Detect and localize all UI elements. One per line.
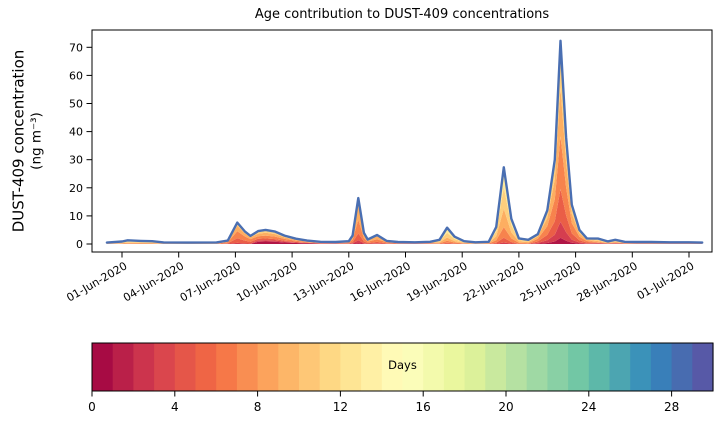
y-tick-label: 40 <box>69 126 83 139</box>
x-tick-label: 04-Jun-2020 <box>121 259 186 304</box>
plot-area-border <box>91 29 713 253</box>
colorbar-segment <box>92 343 114 391</box>
colorbar-segment <box>133 343 155 391</box>
x-tick-label: 01-Jun-2020 <box>64 259 129 304</box>
colorbar-segment <box>381 343 404 391</box>
stack-layer-3 <box>106 136 703 244</box>
y-axis-label-units: (ng m⁻³) <box>28 112 45 170</box>
y-tick-label: 50 <box>69 98 83 111</box>
colorbar-days-label: Days <box>388 358 417 372</box>
colorbar-tick-label: 8 <box>254 400 262 414</box>
colorbar-segment <box>257 343 279 391</box>
x-tick-label: 22-Jun-2020 <box>461 259 526 304</box>
colorbar-segment <box>402 343 424 391</box>
colorbar-segment <box>112 343 134 391</box>
colorbar-segment <box>154 343 176 391</box>
colorbar-segment <box>630 343 652 391</box>
colorbar-segment <box>443 343 466 391</box>
stack-layer-4 <box>106 87 703 244</box>
colorbar-segment <box>464 343 486 391</box>
x-tick-label: 19-Jun-2020 <box>405 259 470 304</box>
colorbar-segment <box>319 343 341 391</box>
colorbar-segment <box>692 343 714 391</box>
stack-layer-2 <box>106 189 703 244</box>
colorbar-tick-label: 12 <box>333 400 348 414</box>
stack-layer-7 <box>106 40 703 243</box>
stack-layer-5 <box>106 59 703 244</box>
colorbar-segment <box>671 343 693 391</box>
colorbar-segment <box>547 343 569 391</box>
x-tick-label: 01-Jul-2020 <box>635 259 697 302</box>
colorbar-tick-label: 24 <box>581 400 596 414</box>
x-tick-label: 10-Jun-2020 <box>234 259 299 304</box>
colorbar-segment <box>174 343 197 391</box>
y-axis-label-text: DUST-409 concentration <box>9 49 28 233</box>
colorbar-segment <box>609 343 631 391</box>
y-tick-label: 70 <box>69 41 83 54</box>
colorbar-segment <box>278 343 300 391</box>
stack-layer-6 <box>106 46 703 244</box>
colorbar-tick-label: 28 <box>664 400 679 414</box>
colorbar-segment <box>340 343 362 391</box>
colorbar-segment <box>650 343 673 391</box>
colorbar-tick-label: 20 <box>498 400 513 414</box>
colorbar-border <box>91 342 714 392</box>
colorbar-segment <box>195 343 217 391</box>
x-tick-label: 13-Jun-2020 <box>291 259 356 304</box>
colorbar-tick-label: 4 <box>171 400 179 414</box>
colorbar-segment <box>526 343 548 391</box>
y-tick-label: 30 <box>69 154 83 167</box>
x-tick-label: 07-Jun-2020 <box>178 259 243 304</box>
colorbar-tick-label: 16 <box>416 400 431 414</box>
colorbar-segment <box>361 343 383 391</box>
colorbar-segment <box>299 343 321 391</box>
chart-title: Age contribution to DUST-409 concentrati… <box>254 7 550 22</box>
colorbar-segment <box>588 343 611 391</box>
colorbar-segment <box>485 343 507 391</box>
colorbar-segment <box>568 343 590 391</box>
x-tick-label: 16-Jun-2020 <box>348 259 413 304</box>
y-tick-label: 10 <box>69 210 83 223</box>
x-tick-label: 25-Jun-2020 <box>518 259 583 304</box>
colorbar-tick-label: 0 <box>88 400 96 414</box>
colorbar-segment <box>216 343 238 391</box>
y-tick-label: 20 <box>69 182 83 195</box>
stack-layer-1 <box>106 221 703 244</box>
y-tick-label: 60 <box>69 69 83 82</box>
colorbar-segment <box>506 343 528 391</box>
colorbar-segment <box>236 343 259 391</box>
stack-layer-0 <box>106 237 703 244</box>
colorbar-segment <box>423 343 445 391</box>
x-tick-label: 28-Jun-2020 <box>575 259 640 304</box>
total-concentration-line <box>105 39 704 244</box>
y-tick-label: 0 <box>76 238 83 251</box>
